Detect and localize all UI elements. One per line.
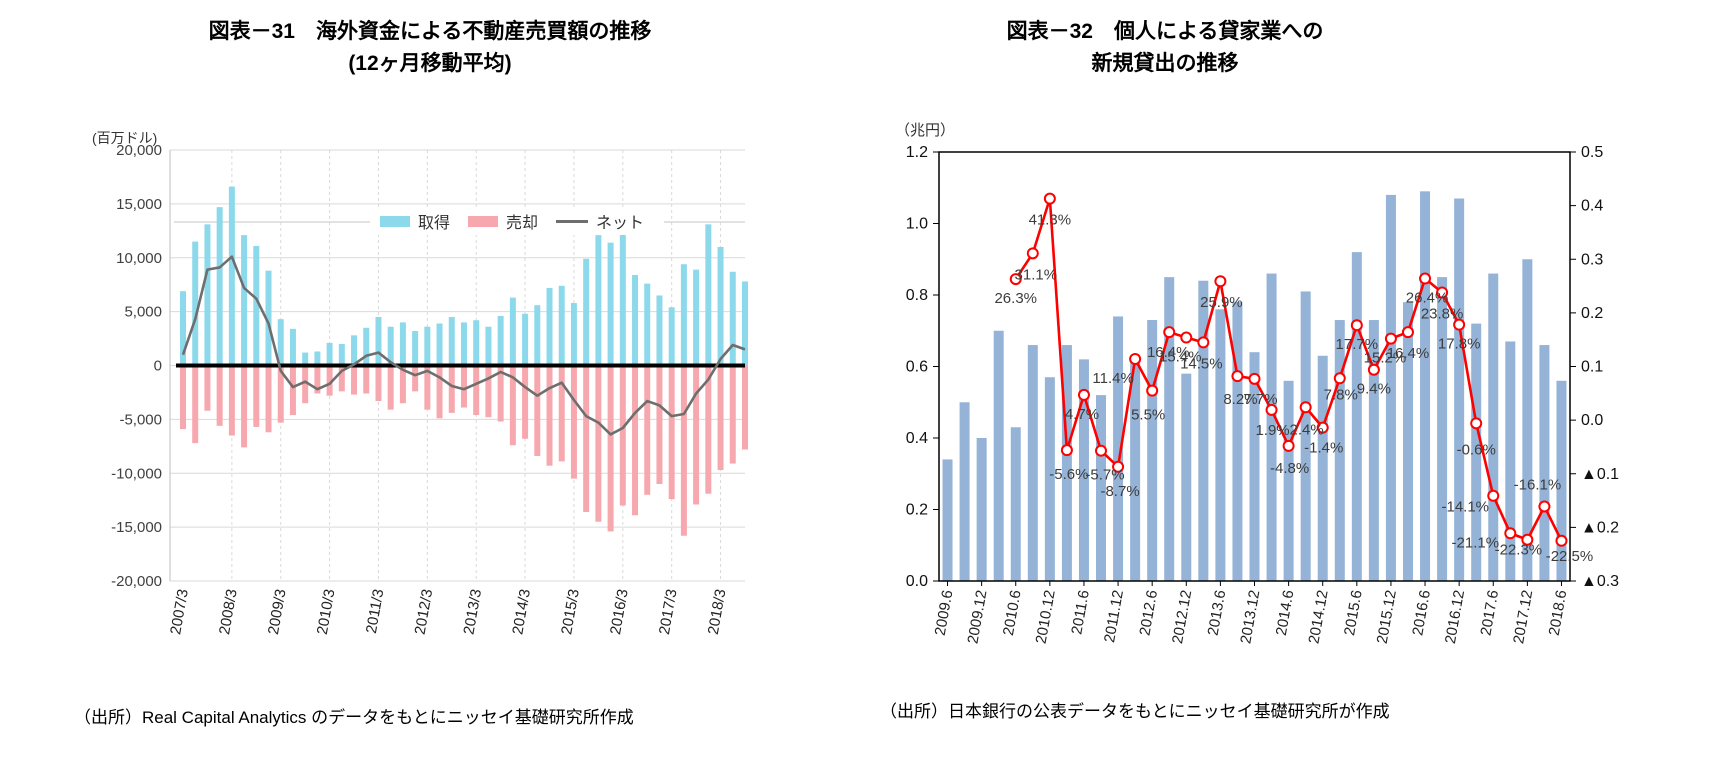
svg-text:0.6: 0.6 (906, 359, 928, 376)
acquisition-swatch-icon (380, 215, 410, 227)
legend-sale-label: 売却 (506, 215, 539, 232)
figure31-title-line1: 図表－31 海外資金による不動産売買額の推移 (208, 20, 652, 43)
svg-text:7.7%: 7.7% (1243, 391, 1277, 408)
svg-text:17.8%: 17.8% (1438, 336, 1481, 353)
svg-text:1.2: 1.2 (906, 144, 928, 161)
svg-text:-4.8%: -4.8% (1270, 460, 1309, 477)
svg-text:15,000: 15,000 (116, 196, 162, 213)
svg-text:2010.6: 2010.6 (1000, 589, 1025, 637)
sale-swatch-icon (468, 215, 499, 227)
svg-text:▲0.1: ▲0.1 (1581, 466, 1619, 483)
svg-text:2015.6: 2015.6 (1341, 589, 1366, 637)
svg-text:20,000: 20,000 (116, 142, 162, 159)
svg-text:▲0.2: ▲0.2 (1581, 519, 1619, 536)
svg-text:4.7%: 4.7% (1065, 406, 1099, 423)
svg-text:9.4%: 9.4% (1357, 381, 1391, 398)
svg-text:5.5%: 5.5% (1131, 407, 1165, 424)
svg-text:25.9%: 25.9% (1200, 294, 1243, 311)
svg-text:-14.1%: -14.1% (1441, 499, 1489, 516)
svg-text:11.4%: 11.4% (1092, 370, 1133, 387)
svg-text:15.4%: 15.4% (1159, 349, 1202, 366)
legend-acquisition-label: 取得 (418, 215, 451, 232)
figure31-title: 図表－31 海外資金による不動産売買額の推移 (12ヶ月移動平均) (60, 16, 800, 80)
figure32-title-line1: 図表－32 個人による貸家業への (1006, 20, 1324, 43)
figure32-axis-unit: （兆円） (895, 122, 956, 139)
svg-text:-0.6%: -0.6% (1457, 441, 1496, 458)
svg-text:0.4: 0.4 (906, 430, 928, 447)
svg-text:2017.6: 2017.6 (1477, 589, 1502, 637)
svg-text:0.4: 0.4 (1581, 198, 1603, 215)
svg-text:2012.12: 2012.12 (1169, 589, 1195, 645)
figure32-source: （出所）日本銀行の公表データをもとにニッセイ基礎研究所が作成 (880, 702, 1390, 721)
svg-text:2016.6: 2016.6 (1409, 589, 1434, 637)
svg-text:0.0: 0.0 (906, 573, 928, 590)
svg-text:-21.1%: -21.1% (1452, 534, 1500, 551)
svg-text:0.2: 0.2 (1581, 305, 1603, 322)
svg-text:23.8%: 23.8% (1421, 305, 1464, 322)
svg-text:2013.6: 2013.6 (1205, 589, 1230, 637)
svg-text:41.3%: 41.3% (1029, 212, 1072, 229)
svg-text:2018.6: 2018.6 (1546, 589, 1571, 637)
figure32-title: 図表－32 個人による貸家業への 新規貸出の推移 (880, 16, 1450, 80)
svg-text:1.0: 1.0 (906, 216, 928, 233)
svg-text:2017.12: 2017.12 (1510, 589, 1536, 645)
figure31-axis-unit: (百万ドル) (92, 130, 158, 146)
svg-text:26.4%: 26.4% (1406, 290, 1449, 307)
svg-text:0.8: 0.8 (906, 287, 928, 304)
svg-text:26.3%: 26.3% (994, 290, 1037, 307)
svg-text:▲0.3: ▲0.3 (1581, 573, 1619, 590)
svg-text:31.1%: 31.1% (1015, 266, 1058, 283)
svg-text:0.2: 0.2 (906, 502, 928, 519)
svg-text:2014.12: 2014.12 (1305, 589, 1331, 645)
svg-text:-20,000: -20,000 (111, 573, 162, 590)
svg-text:2012.6: 2012.6 (1136, 589, 1161, 637)
svg-text:7.8%: 7.8% (1324, 386, 1358, 403)
svg-text:2.4%: 2.4% (1290, 421, 1324, 438)
svg-text:-10,000: -10,000 (111, 465, 162, 482)
svg-text:0: 0 (154, 358, 162, 375)
figure32-title-line2: 新規貸出の推移 (1091, 52, 1239, 75)
svg-text:-5,000: -5,000 (119, 411, 162, 428)
svg-text:2009.12: 2009.12 (964, 589, 990, 645)
figure31-source: （出所）Real Capital Analytics のデータをもとにニッセイ基… (74, 708, 634, 727)
svg-text:2016.12: 2016.12 (1442, 589, 1468, 645)
svg-text:5,000: 5,000 (124, 304, 162, 321)
svg-text:10,000: 10,000 (116, 250, 162, 267)
svg-text:0.5: 0.5 (1581, 144, 1603, 161)
svg-text:16.4%: 16.4% (1147, 344, 1190, 361)
svg-text:2009.6: 2009.6 (932, 589, 957, 637)
figure31-legend: 取得 売却 ネット (370, 207, 665, 235)
svg-text:17.7%: 17.7% (1336, 336, 1379, 353)
svg-text:0.3: 0.3 (1581, 251, 1603, 268)
svg-text:0.0: 0.0 (1581, 412, 1603, 429)
svg-text:14.5%: 14.5% (1180, 355, 1223, 372)
svg-text:-22.3%: -22.3% (1495, 542, 1543, 559)
figure31-title-line2: (12ヶ月移動平均) (348, 52, 512, 75)
svg-text:15.2%: 15.2% (1364, 350, 1407, 367)
net-line-swatch-icon (556, 219, 589, 223)
svg-text:8.2%: 8.2% (1223, 391, 1257, 408)
svg-text:-8.7%: -8.7% (1100, 483, 1139, 500)
svg-text:2014.6: 2014.6 (1273, 589, 1298, 637)
svg-text:0.1: 0.1 (1581, 359, 1603, 376)
svg-text:2011.12: 2011.12 (1101, 589, 1127, 644)
svg-text:-16.1%: -16.1% (1514, 476, 1562, 493)
svg-text:2010.12: 2010.12 (1033, 589, 1059, 645)
svg-text:16.4%: 16.4% (1387, 345, 1430, 362)
svg-text:2013.12: 2013.12 (1237, 589, 1263, 645)
svg-text:2011.6: 2011.6 (1068, 589, 1093, 636)
svg-text:-5.6%: -5.6% (1049, 466, 1088, 483)
svg-text:-5.7%: -5.7% (1085, 467, 1124, 484)
svg-text:-22.5%: -22.5% (1546, 548, 1594, 565)
svg-text:2015.12: 2015.12 (1374, 589, 1400, 645)
svg-text:-1.4%: -1.4% (1304, 440, 1343, 457)
legend-net-label: ネット (596, 215, 645, 232)
svg-text:1.9%: 1.9% (1255, 422, 1289, 439)
svg-text:-15,000: -15,000 (111, 519, 162, 536)
